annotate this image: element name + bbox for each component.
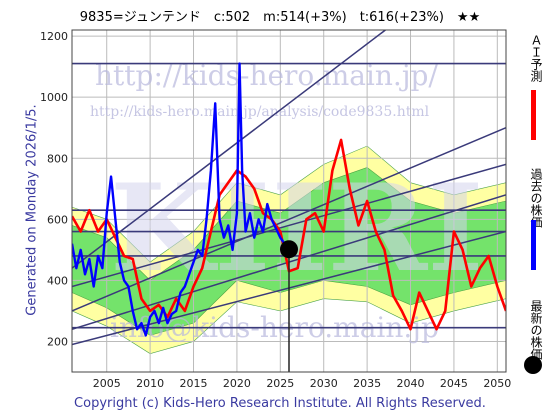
grid-lines <box>72 30 506 372</box>
x-tick-label-2020: 2020 <box>223 377 251 390</box>
legend-past-swatch <box>531 220 536 270</box>
x-tick-label-2005: 2005 <box>93 377 121 390</box>
legend-ai-swatch <box>531 90 536 140</box>
series-line-past <box>72 62 286 337</box>
y-tick-label-400: 400 <box>47 274 68 287</box>
legend: ＡＩ予測 過去の株価 最新の株価 <box>512 0 560 420</box>
x-tick-label-2040: 2040 <box>397 377 425 390</box>
x-tick-label-2050: 2050 <box>483 377 511 390</box>
latest-point <box>280 240 298 259</box>
trend-line-2 <box>72 163 506 288</box>
watermark: KHRI http://kids-hero.main.jp/ http://ki… <box>90 59 484 344</box>
x-tick-label-2035: 2035 <box>353 377 381 390</box>
x-tick-label-2025: 2025 <box>266 377 294 390</box>
y-tick-label-1000: 1000 <box>40 91 68 104</box>
legend-latest-swatch <box>524 356 542 374</box>
x-tick-label-2015: 2015 <box>180 377 208 390</box>
watermark-logo: KHRI <box>110 158 484 299</box>
y-tick-label-600: 600 <box>47 213 68 226</box>
y-tick-label-200: 200 <box>47 335 68 348</box>
chart-title: 9835=ジュンテンド c:502 m:514(+3%) t:616(+23%)… <box>79 10 481 25</box>
x-tick-label-2045: 2045 <box>440 377 468 390</box>
axes: 2005 2010 2015 2020 2025 2030 2035 2040 2045 2050… <box>40 29 511 390</box>
watermark-site: http://kids-hero.main.jp/ <box>95 59 438 92</box>
latest-price-marker <box>280 240 298 372</box>
trend-line-0 <box>72 30 387 269</box>
watermark-page: http://kids-hero.main.jp/analysis/code98… <box>90 104 430 120</box>
plot-frame <box>71 29 507 373</box>
y-tick-label-1200: 1200 <box>40 30 68 43</box>
x-tick-label-2030: 2030 <box>310 377 338 390</box>
legend-latest-label: 最新の株価 <box>529 300 543 360</box>
copyright-footer: Copyright (c) Kids-Hero Research Institu… <box>74 396 486 411</box>
x-tick-label-2010: 2010 <box>136 377 164 390</box>
legend-ai-label: ＡＩ予測 <box>529 34 543 82</box>
y-tick-label-800: 800 <box>47 152 68 165</box>
legend-past-label: 過去の株価 <box>529 168 543 228</box>
trend-line-1 <box>72 127 506 312</box>
